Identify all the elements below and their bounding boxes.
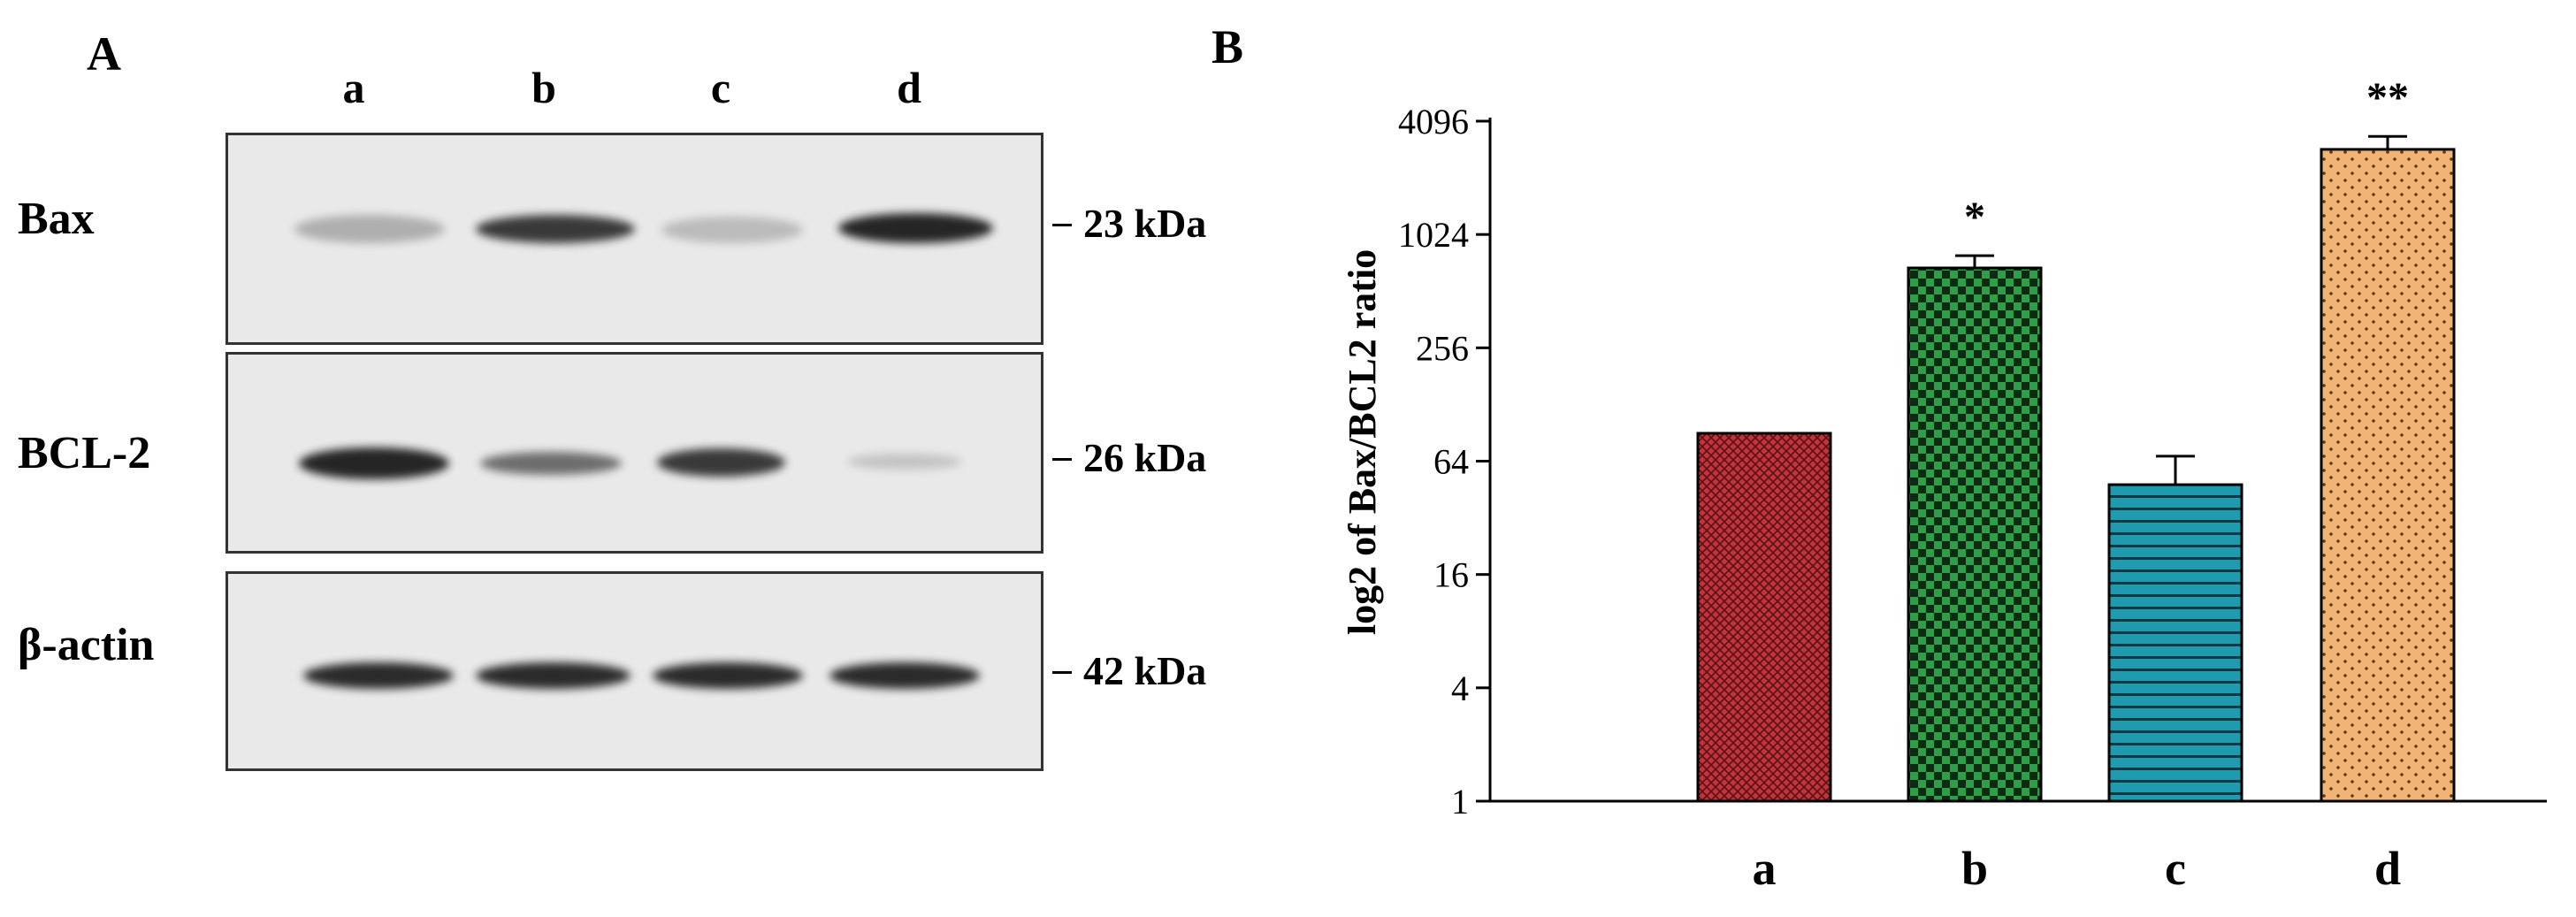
y-tick-label: 64 bbox=[1433, 442, 1469, 482]
panel-b-letter: B bbox=[1212, 20, 1244, 73]
y-axis-label: log2 of Bax/BCL2 ratio bbox=[1341, 249, 1384, 635]
band-actin-b bbox=[476, 662, 631, 689]
kda-label-bcl2: 26 kDa bbox=[1083, 435, 1207, 480]
band-bcl2-a bbox=[299, 447, 449, 479]
kda-tick-bcl2 bbox=[1052, 458, 1072, 461]
protein-label-beta-actin: β-actin bbox=[18, 620, 155, 670]
blot-panel-bax bbox=[225, 133, 1043, 345]
panel-a-letter: A bbox=[87, 27, 121, 80]
band-bax-a bbox=[294, 215, 445, 243]
x-tick-label-b: b bbox=[1961, 842, 1988, 895]
x-tick-label-a: a bbox=[1753, 842, 1777, 895]
y-tick-label: 4096 bbox=[1398, 102, 1469, 141]
bar-c bbox=[2107, 483, 2243, 803]
y-tick-label: 256 bbox=[1416, 328, 1469, 368]
lane-label-d: d bbox=[897, 63, 921, 112]
blot-panel-beta-actin bbox=[225, 571, 1043, 771]
lane-label-c: c bbox=[710, 63, 731, 112]
protein-label-bcl2: BCL-2 bbox=[18, 428, 151, 478]
kda-label-actin: 42 kDa bbox=[1083, 648, 1207, 693]
kda-tick-actin bbox=[1052, 671, 1072, 674]
band-bax-c bbox=[661, 217, 803, 243]
lane-label-a: a bbox=[342, 63, 365, 112]
kda-tick-bax bbox=[1052, 224, 1072, 226]
x-tick-label-d: d bbox=[2374, 842, 2401, 895]
significance-marker-d: ** bbox=[2366, 74, 2409, 121]
band-actin-a bbox=[303, 662, 454, 689]
x-tick-label-c: c bbox=[2165, 842, 2186, 895]
bar-d bbox=[2320, 148, 2456, 803]
band-bcl2-b bbox=[480, 452, 622, 475]
band-actin-d bbox=[829, 662, 980, 689]
kda-label-bax: 23 kDa bbox=[1083, 201, 1207, 246]
protein-label-bax: Bax bbox=[18, 194, 95, 244]
bar-a bbox=[1696, 432, 1832, 803]
significance-marker-b: * bbox=[1964, 194, 1985, 241]
lane-label-b: b bbox=[531, 63, 556, 112]
band-bcl2-c bbox=[657, 448, 785, 477]
y-tick-label: 1 bbox=[1451, 782, 1469, 821]
y-tick-label: 16 bbox=[1433, 555, 1469, 595]
band-bax-b bbox=[476, 215, 635, 243]
blot-panel-bcl2 bbox=[225, 352, 1043, 554]
bar-b bbox=[1907, 266, 2043, 803]
y-tick-label: 4 bbox=[1451, 669, 1469, 708]
y-tick-label: 1024 bbox=[1398, 215, 1469, 255]
band-actin-c bbox=[653, 662, 803, 689]
band-bax-d bbox=[838, 213, 993, 243]
band-bcl2-d bbox=[847, 454, 962, 470]
